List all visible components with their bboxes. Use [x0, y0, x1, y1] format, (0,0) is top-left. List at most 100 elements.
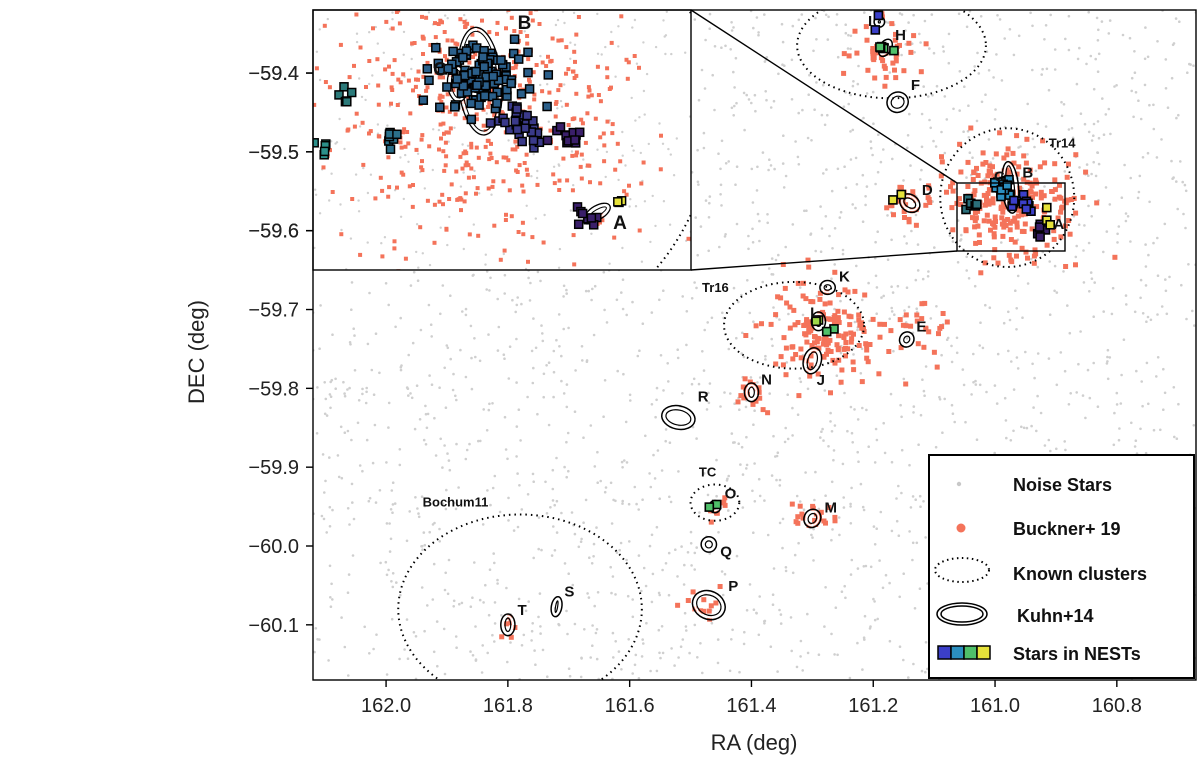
inset-buckner19-star: [481, 123, 486, 128]
inset-buckner19-star: [469, 166, 474, 171]
inset-buckner19-star: [573, 59, 577, 64]
noise-star: [399, 365, 403, 369]
noise-star: [932, 51, 936, 55]
noise-star: [875, 527, 878, 530]
noise-star: [800, 13, 804, 16]
inset-noise-star: [369, 173, 373, 176]
inset-noise-star: [410, 67, 413, 71]
inset-buckner19-star: [354, 111, 359, 116]
noise-star: [900, 53, 903, 57]
known-cluster-tc: [689, 483, 741, 522]
inset-buckner19-star: [615, 141, 620, 146]
inset-buckner19-star: [518, 30, 523, 34]
nests-star: [821, 326, 832, 337]
x-tick-label: 161.0: [970, 695, 1020, 717]
noise-star: [1175, 116, 1178, 120]
inset-buckner19-star: [411, 183, 415, 187]
noise-star: [752, 320, 755, 324]
noise-star: [984, 93, 987, 96]
noise-star: [565, 405, 569, 409]
noise-star: [1137, 190, 1141, 194]
noise-star: [873, 618, 877, 622]
noise-star: [399, 316, 403, 320]
kuhn14-subcluster-n: [743, 382, 760, 403]
noise-star: [747, 234, 750, 238]
inset-buckner19-star: [658, 167, 663, 172]
noise-star: [433, 521, 436, 525]
noise-star: [853, 408, 856, 411]
inset-buckner19-star: [330, 190, 335, 194]
noise-star: [651, 572, 655, 576]
noise-star: [657, 591, 661, 595]
noise-star: [650, 311, 654, 314]
inset-buckner19-star: [532, 92, 537, 97]
inset-buckner19-star: [436, 22, 441, 26]
buckner19-star: [721, 499, 727, 505]
noise-star: [865, 185, 869, 188]
noise-star: [1118, 427, 1121, 430]
noise-star: [767, 168, 770, 172]
noise-star: [565, 383, 569, 386]
noise-star: [849, 47, 852, 51]
noise-star: [482, 408, 486, 411]
noise-star: [733, 104, 736, 108]
noise-star: [838, 533, 841, 537]
noise-star: [353, 334, 356, 337]
buckner19-star: [975, 173, 981, 178]
buckner19-star: [1063, 200, 1069, 206]
noise-star: [821, 83, 825, 87]
noise-star: [406, 387, 410, 391]
noise-star: [1141, 156, 1145, 159]
legend-kuhn-label: Kuhn+14: [1017, 606, 1094, 626]
noise-star: [625, 313, 628, 317]
buckner19-star: [835, 308, 841, 314]
inset-noise-star: [573, 43, 577, 46]
inset-noise-star: [647, 142, 650, 146]
noise-star: [1170, 76, 1174, 80]
inset-buckner19-star: [392, 239, 397, 244]
buckner19-star: [997, 130, 1003, 136]
noise-star: [864, 564, 868, 568]
noise-star: [943, 397, 946, 401]
inset-buckner19-star: [437, 75, 442, 80]
noise-star: [431, 598, 435, 601]
noise-star: [993, 118, 997, 121]
noise-star: [906, 134, 910, 137]
inset-buckner19-star: [390, 26, 395, 31]
noise-star: [764, 354, 767, 358]
buckner19-star: [992, 224, 998, 230]
noise-star: [765, 56, 769, 59]
noise-star: [837, 516, 841, 519]
noise-star: [727, 160, 730, 163]
inset-buckner19-star: [438, 122, 443, 127]
buckner19-star: [722, 495, 728, 501]
noise-star: [805, 209, 808, 212]
inset-noise-star: [552, 165, 556, 168]
buckner19-star: [981, 218, 987, 224]
noise-star: [595, 628, 599, 631]
noise-star: [566, 632, 569, 636]
noise-star: [530, 629, 534, 633]
buckner19-star: [787, 325, 793, 331]
inset-buckner19-star: [412, 41, 417, 45]
inset-noise-star: [557, 266, 561, 269]
noise-star: [438, 386, 441, 390]
noise-star: [979, 14, 983, 18]
buckner19-star: [983, 160, 989, 165]
noise-star: [979, 254, 983, 258]
noise-star: [1053, 289, 1056, 293]
noise-star: [752, 608, 756, 611]
inset-buckner19-star: [410, 41, 415, 46]
noise-star: [735, 222, 739, 226]
noise-star: [515, 337, 518, 341]
noise-star: [334, 377, 337, 381]
kuhn14-label: J: [817, 372, 825, 389]
inset-buckner19-star: [503, 218, 508, 222]
inset-buckner19-star: [546, 54, 550, 59]
noise-star: [703, 328, 706, 332]
noise-star: [1085, 163, 1089, 166]
buckner19-star: [756, 385, 762, 391]
noise-star: [957, 12, 961, 16]
inset-buckner19-star: [580, 121, 585, 126]
kuhn14-label: N: [761, 371, 772, 388]
